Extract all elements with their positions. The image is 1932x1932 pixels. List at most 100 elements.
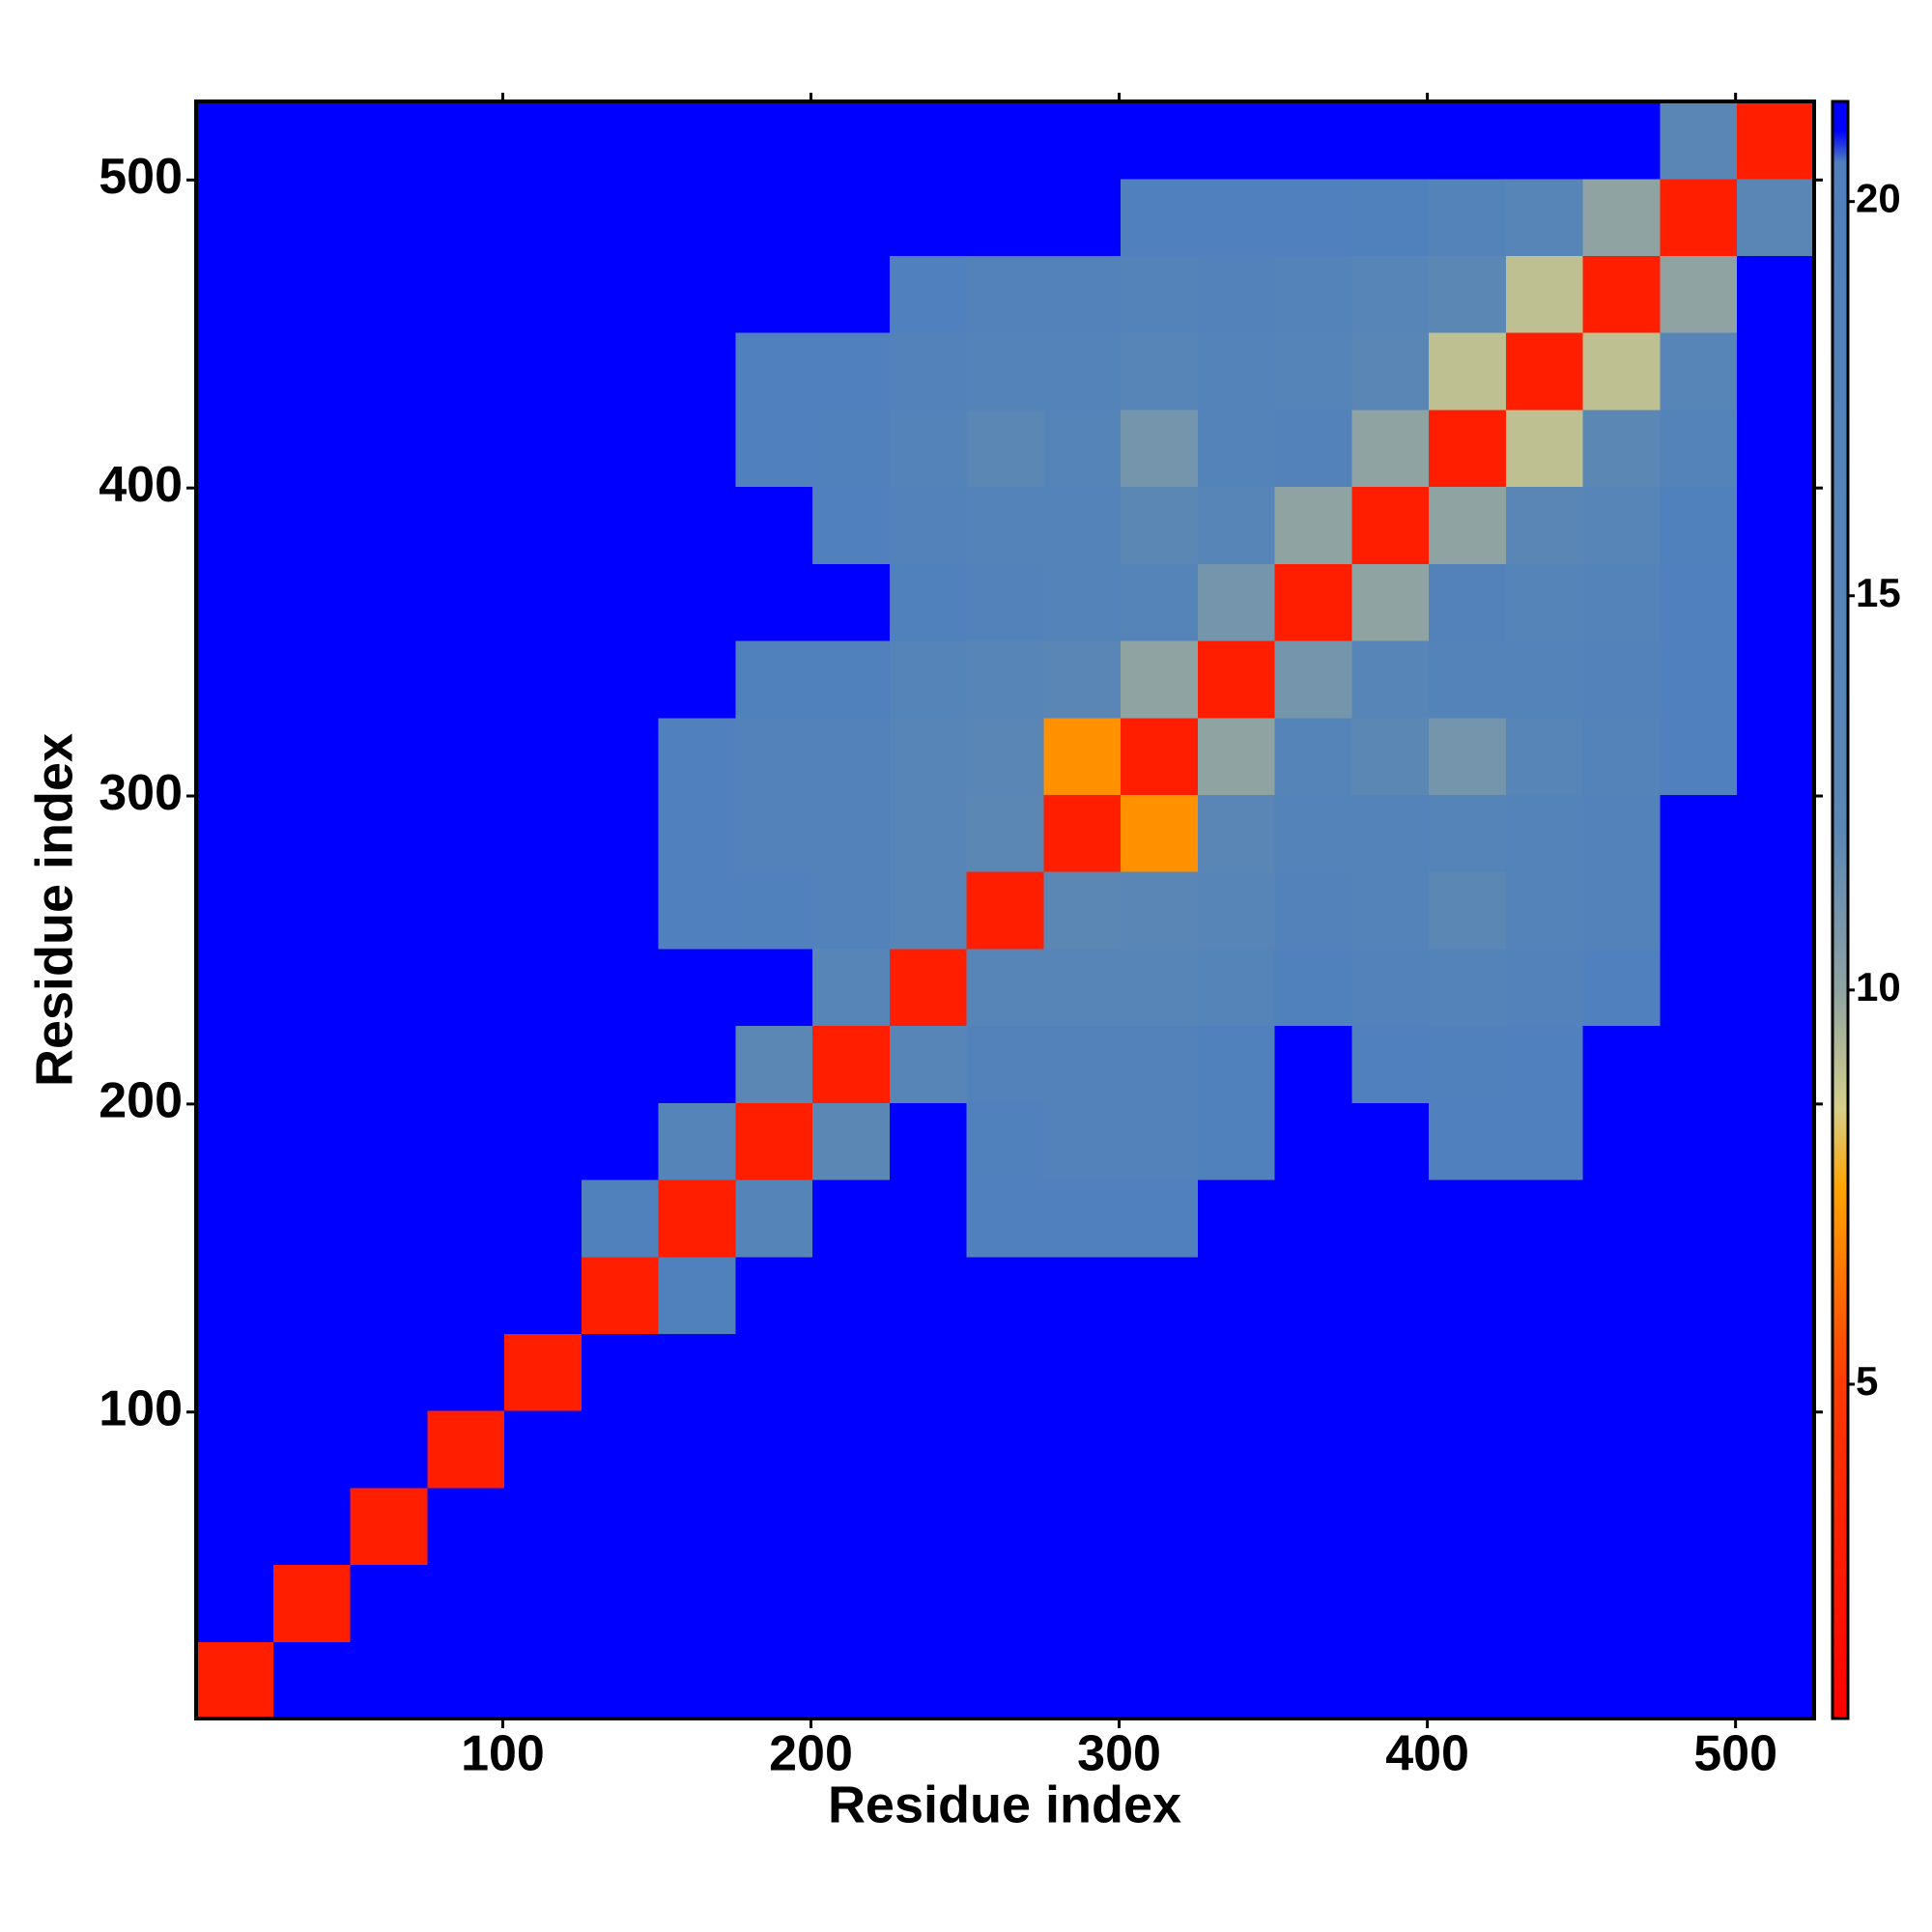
heatmap-cell [735,1333,813,1411]
heatmap-cell [427,1641,505,1719]
heatmap-cell [1197,1410,1276,1489]
heatmap-cell [1429,178,1507,257]
heatmap-cell [504,1102,582,1180]
heatmap-cell [581,563,660,641]
heatmap-cell [427,178,505,257]
heatmap-cell [581,794,660,872]
heatmap-cell [1197,101,1276,180]
heatmap-cell [658,1410,736,1489]
heatmap-cell [735,332,813,411]
heatmap-cell [1660,101,1738,180]
heatmap-cell [1737,178,1815,257]
heatmap-cell [581,1410,660,1489]
heatmap-cell [1505,948,1584,1027]
heatmap-cell [1121,871,1199,950]
heatmap-cell [812,1564,891,1642]
heatmap-cell [889,1487,968,1566]
heatmap-cell [1737,1641,1815,1719]
heatmap-cell [427,409,505,488]
heatmap-cell [658,563,736,641]
heatmap-cell [735,486,813,564]
heatmap-cell [196,1487,274,1566]
heatmap-cell [735,409,813,488]
heatmap-cell [1660,255,1738,333]
heatmap-cell [889,1102,968,1180]
heatmap-cell [1274,948,1353,1027]
heatmap-cell [1043,871,1122,950]
heatmap-cell [272,1179,352,1258]
heatmap-cell [1351,486,1430,564]
heatmap-cell [812,948,891,1027]
heatmap-cell [1429,1333,1507,1411]
heatmap-cell [1043,640,1122,719]
heatmap-cell [1274,1333,1353,1411]
heatmap-cell [1737,486,1815,564]
heatmap-cell [427,332,505,411]
heatmap-cell [1429,409,1507,488]
heatmap-cell [658,1487,736,1566]
heatmap-cell [1121,794,1199,872]
heatmap-cell [350,409,428,488]
heatmap-cell [427,871,505,950]
heatmap-cell [1582,640,1662,719]
heatmap-cell [1043,1256,1122,1335]
heatmap-cell [1660,1025,1738,1103]
heatmap-cell [1043,101,1122,180]
heatmap-cell [1737,409,1815,488]
heatmap-cell [350,1179,428,1258]
heatmap-cell [658,486,736,564]
heatmap-cell [812,178,891,257]
heatmap-cell [1429,255,1507,333]
heatmap-cell [427,255,505,333]
heatmap-cell [196,948,274,1027]
heatmap-cell [1274,332,1353,411]
heatmap-cell [581,486,660,564]
heatmap-cell [350,1564,428,1642]
heatmap-cell [966,255,1044,333]
heatmap-cell [1582,563,1662,641]
heatmap-cell [1274,871,1353,950]
heatmap-cell [1121,1410,1199,1489]
heatmap-cell [658,1179,736,1258]
heatmap-cell [1505,1641,1584,1719]
y-tick-label: 100 [99,1380,183,1436]
colorbar-segment [1833,161,1848,834]
heatmap-cell [581,1564,660,1642]
heatmap-cell [1043,486,1122,564]
heatmap-cell [1274,409,1353,488]
heatmap-cell [658,1641,736,1719]
heatmap-cell [1043,717,1122,796]
heatmap-cell [1660,1564,1738,1642]
heatmap-cell [1429,1487,1507,1566]
heatmap-cell [350,1025,428,1103]
heatmap-cell [1197,1641,1276,1719]
heatmap-cell [350,1641,428,1719]
heatmap-cell [966,1025,1044,1103]
heatmap-cell [504,1333,582,1411]
heatmap-cell [735,1102,813,1180]
heatmap-cell [1121,409,1199,488]
heatmap-cell [658,1256,736,1335]
heatmap-cell [272,1410,352,1489]
heatmap-cell [735,101,813,180]
heatmap-cell [1660,178,1738,257]
heatmap-cell [1582,1410,1662,1489]
heatmap-cell [272,409,352,488]
heatmap-cell [504,1256,582,1335]
heatmap-cell [1582,1179,1662,1258]
heatmap-cell [196,1025,274,1103]
heatmap-cell [1660,1410,1738,1489]
heatmap-cell [812,1641,891,1719]
heatmap-cell [1737,948,1815,1027]
heatmap-cell [272,1102,352,1180]
heatmap-cell [350,640,428,719]
heatmap-cell [1351,409,1430,488]
heatmap-cell [1351,1179,1430,1258]
heatmap-cell [1197,1102,1276,1180]
heatmap-cell [350,1256,428,1335]
heatmap-cell [1660,486,1738,564]
heatmap-cell [272,1641,352,1719]
x-tick-label: 300 [1077,1726,1161,1782]
heatmap-cell [1737,1487,1815,1566]
heatmap-cell [272,486,352,564]
